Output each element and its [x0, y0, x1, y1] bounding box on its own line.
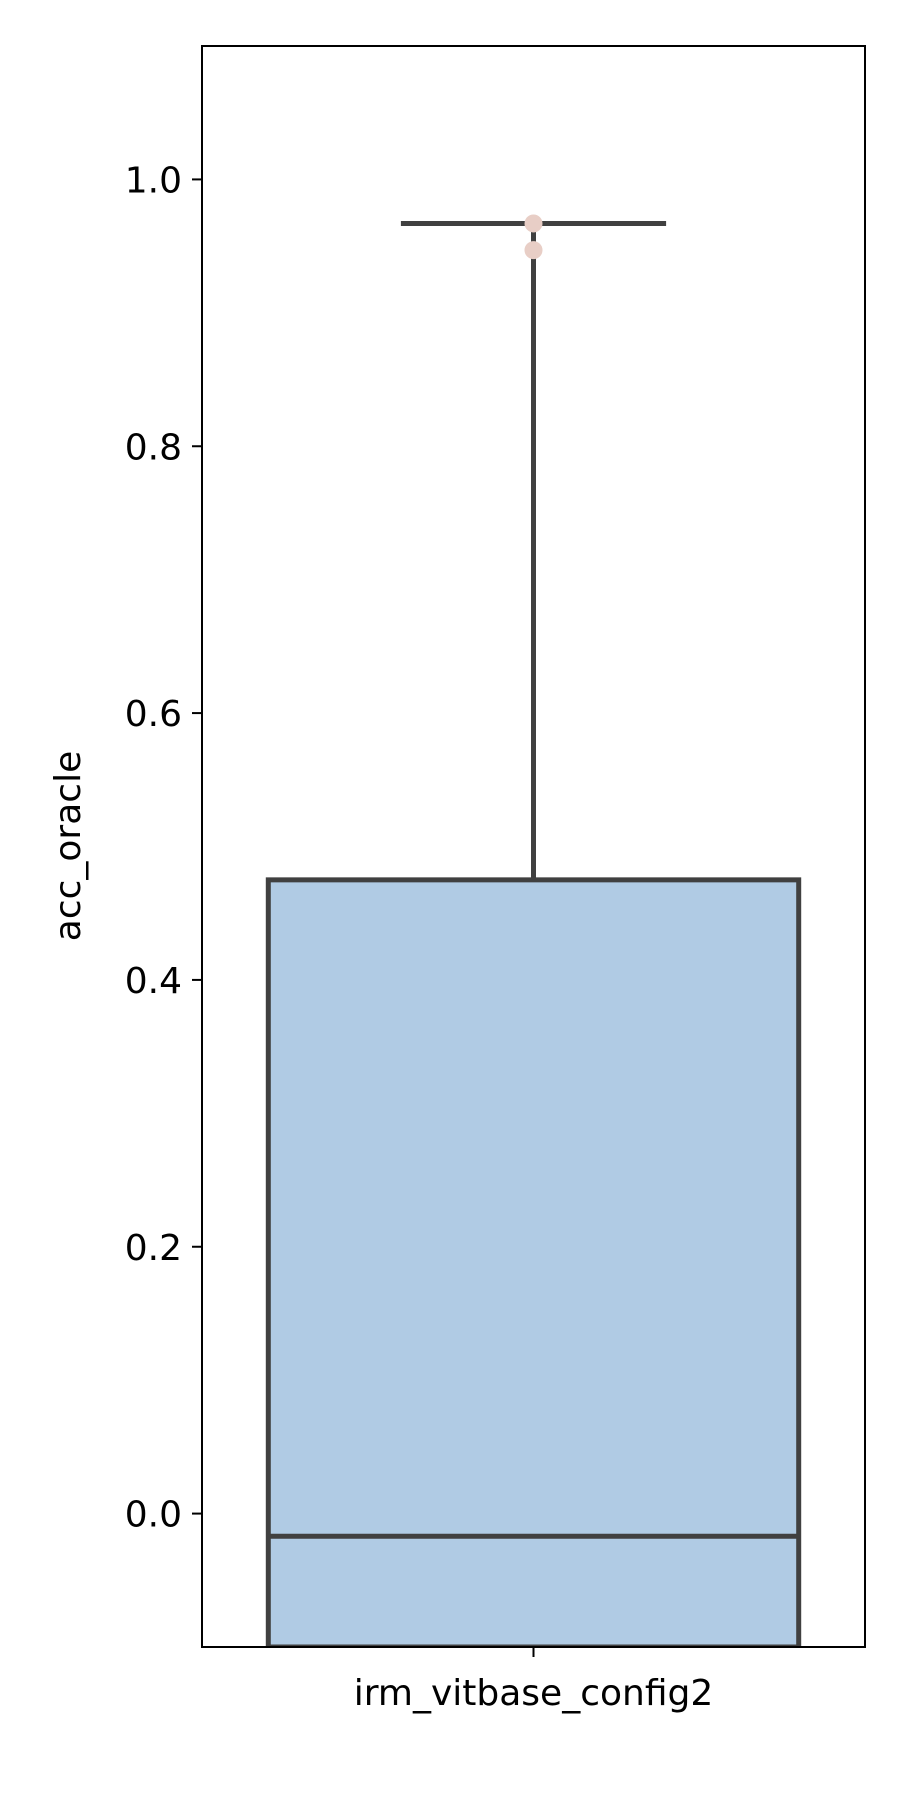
- boxes-layer: [265, 214, 802, 1647]
- y-axis-title: acc_oracle: [48, 751, 89, 941]
- y-axis: 0.0 0.2 0.4 0.6 0.8 1.0: [125, 160, 202, 1536]
- x-tick-label: irm_vitbase_config2: [354, 1673, 714, 1714]
- flier-point: [524, 214, 543, 233]
- y-tick-label: 0.8: [125, 427, 182, 468]
- y-tick-label: 0.4: [125, 961, 182, 1002]
- y-tick-label: 0.0: [125, 1495, 182, 1536]
- box-group: [265, 214, 802, 1647]
- box-iqr: [265, 877, 802, 1647]
- x-axis: irm_vitbase_config2: [354, 1647, 714, 1714]
- y-tick-label: 1.0: [125, 160, 182, 201]
- y-tick-label: 0.2: [125, 1228, 182, 1269]
- flier-point: [524, 241, 543, 260]
- y-tick-label: 0.6: [125, 694, 182, 735]
